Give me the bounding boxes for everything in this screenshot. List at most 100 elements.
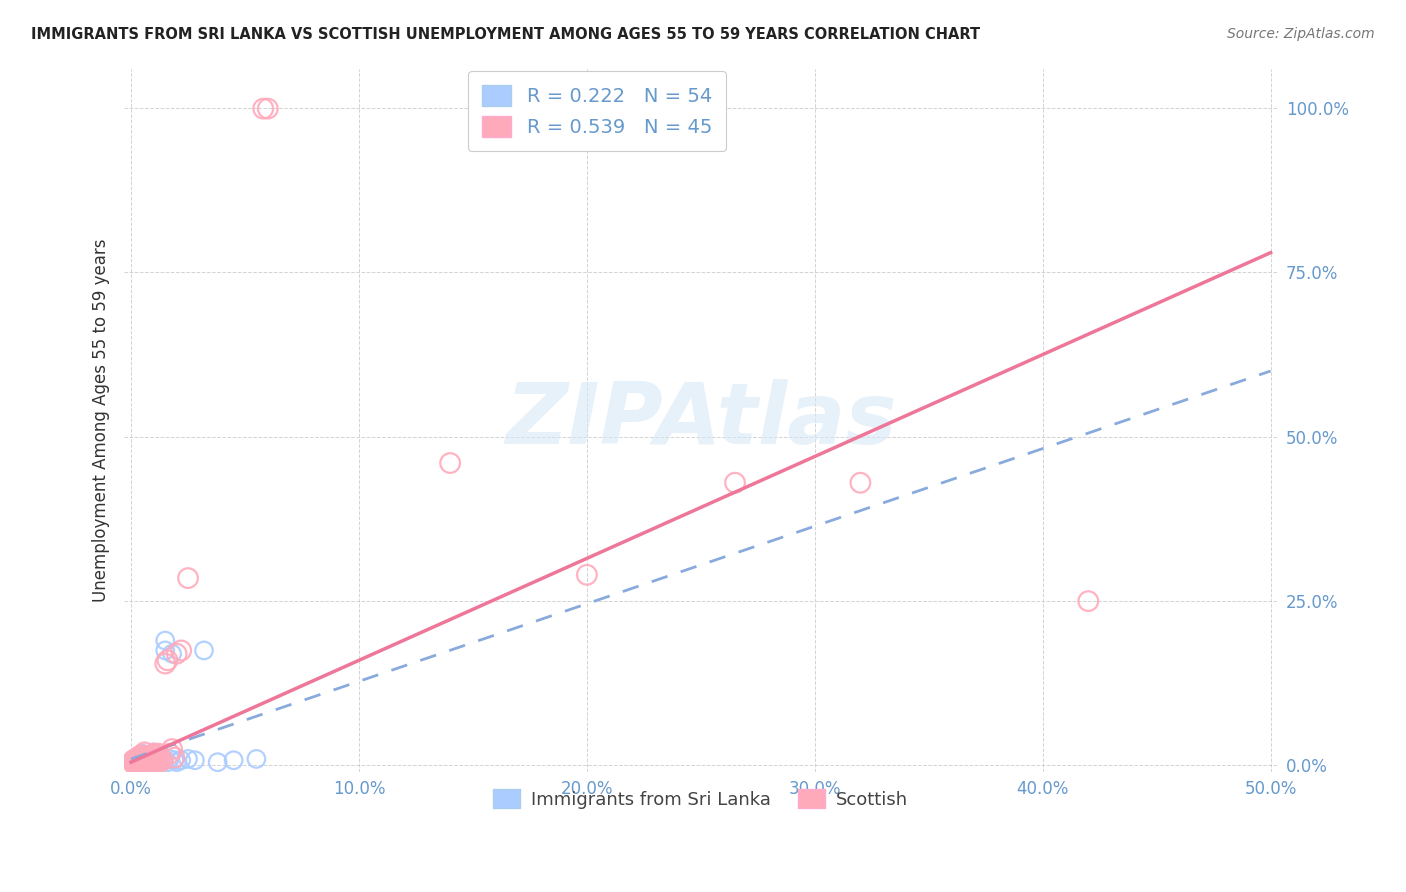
Point [127, 750, 149, 764]
Point [142, 752, 165, 766]
Point [127, 756, 149, 771]
Point [134, 753, 156, 767]
Point [148, 752, 170, 766]
Point [134, 748, 156, 763]
Point [122, 753, 145, 767]
Point [245, 752, 267, 766]
Point [134, 756, 156, 771]
Point [129, 755, 152, 769]
Point [142, 756, 165, 771]
Point [129, 753, 152, 767]
Point [142, 747, 165, 761]
Point [124, 756, 146, 771]
Point [155, 633, 177, 648]
Point [136, 755, 159, 769]
Point [131, 747, 153, 761]
Point [136, 748, 159, 763]
Point [131, 755, 153, 769]
Point [1077, 594, 1099, 608]
Point [129, 748, 152, 763]
Point [138, 754, 160, 768]
Point [136, 755, 159, 769]
Point [222, 753, 245, 767]
Point [184, 753, 207, 767]
Text: Source: ZipAtlas.com: Source: ZipAtlas.com [1227, 27, 1375, 41]
Point [149, 750, 172, 764]
Point [138, 752, 160, 766]
Point [141, 748, 163, 763]
Point [724, 475, 747, 490]
Point [127, 750, 149, 764]
Point [177, 752, 200, 766]
Point [177, 571, 200, 585]
Point [170, 643, 193, 657]
Point [124, 756, 146, 771]
Point [134, 755, 156, 769]
Point [122, 756, 145, 771]
Point [131, 748, 153, 763]
Point [131, 750, 153, 764]
Point [124, 752, 146, 766]
Text: ZIPAtlas: ZIPAtlas [505, 379, 897, 462]
Point [134, 748, 156, 763]
Text: IMMIGRANTS FROM SRI LANKA VS SCOTTISH UNEMPLOYMENT AMONG AGES 55 TO 59 YEARS COR: IMMIGRANTS FROM SRI LANKA VS SCOTTISH UN… [31, 27, 980, 42]
Point [134, 752, 156, 766]
Point [575, 567, 598, 582]
Point [129, 748, 152, 763]
Point [136, 750, 159, 764]
Point [156, 755, 179, 769]
Point [129, 756, 152, 771]
Point [141, 752, 163, 766]
Point [131, 753, 153, 767]
Point [142, 756, 165, 771]
Point [122, 755, 145, 769]
Point [439, 456, 461, 470]
Point [160, 647, 183, 661]
Y-axis label: Unemployment Among Ages 55 to 59 years: Unemployment Among Ages 55 to 59 years [93, 238, 110, 602]
Point [166, 755, 188, 769]
Point [141, 755, 163, 769]
Point [170, 753, 193, 767]
Point [152, 753, 174, 767]
Legend: Immigrants from Sri Lanka, Scottish: Immigrants from Sri Lanka, Scottish [486, 782, 915, 816]
Point [148, 755, 170, 769]
Point [152, 753, 174, 767]
Point [127, 754, 149, 768]
Point [149, 750, 172, 764]
Point [159, 752, 181, 766]
Point [155, 657, 177, 671]
Point [131, 757, 153, 772]
Point [163, 753, 186, 767]
Point [145, 756, 167, 771]
Point [207, 755, 229, 769]
Point [148, 756, 170, 771]
Point [134, 756, 156, 771]
Point [145, 755, 167, 769]
Point [131, 753, 153, 767]
Point [124, 752, 146, 766]
Point [141, 757, 163, 772]
Point [145, 753, 167, 767]
Point [138, 756, 160, 771]
Point [193, 643, 215, 657]
Point [145, 748, 167, 763]
Point [163, 750, 186, 764]
Point [849, 475, 872, 490]
Point [131, 756, 153, 771]
Point [156, 653, 179, 667]
Point [136, 752, 159, 766]
Point [142, 745, 165, 759]
Point [155, 643, 177, 657]
Point [159, 747, 181, 761]
Point [122, 753, 145, 767]
Point [160, 742, 183, 756]
Point [256, 102, 278, 116]
Point [136, 756, 159, 771]
Point [134, 745, 156, 759]
Point [142, 750, 165, 764]
Point [252, 102, 274, 116]
Point [138, 756, 160, 771]
Point [148, 747, 170, 761]
Point [138, 750, 160, 764]
Point [166, 647, 188, 661]
